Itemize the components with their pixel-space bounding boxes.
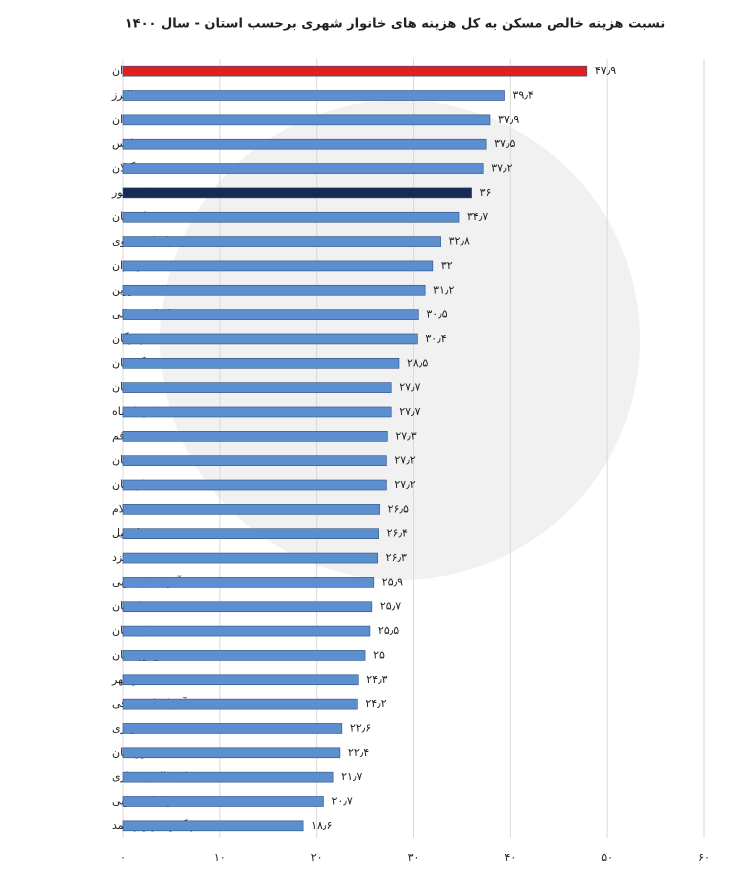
bar xyxy=(122,747,341,759)
bar xyxy=(122,601,373,613)
bar xyxy=(122,552,378,564)
bar xyxy=(122,479,387,491)
bar xyxy=(122,406,392,418)
bar xyxy=(122,625,371,637)
bar xyxy=(122,504,380,515)
x-tick-label: ۰ xyxy=(120,851,126,864)
bar xyxy=(122,236,441,247)
bar xyxy=(122,455,387,466)
chart-title: نسبت هزینه خالص مسکن به کل هزینه های خان… xyxy=(125,17,666,32)
x-tick-label: ۱۰ xyxy=(214,851,226,864)
value-label: ۳۴٫۷ xyxy=(467,210,488,223)
value-label: ۳۲ xyxy=(441,259,453,272)
bar xyxy=(122,650,366,661)
x-tick-label: ۲۰ xyxy=(311,851,323,864)
value-label: ۲۷٫۷ xyxy=(399,405,420,418)
bar xyxy=(122,674,359,686)
x-tick-label: ۶۰ xyxy=(698,851,710,864)
bar xyxy=(122,138,487,150)
bar xyxy=(122,260,434,272)
bar xyxy=(122,65,588,77)
bar xyxy=(122,163,484,174)
bar xyxy=(122,723,343,734)
value-label: ۲۵٫۹ xyxy=(382,575,403,588)
y-tick-label: قم xyxy=(112,429,125,442)
x-tick-label: ۴۰ xyxy=(504,851,516,864)
bar xyxy=(122,211,460,223)
bar xyxy=(122,284,426,296)
value-label: ۲۶٫۵ xyxy=(388,502,409,515)
value-label: ۲۵ xyxy=(373,648,385,661)
value-label: ۳۲٫۸ xyxy=(449,235,470,248)
bar xyxy=(122,528,379,540)
bar xyxy=(122,771,334,783)
bar xyxy=(122,382,392,393)
value-label: ۲۷٫۲ xyxy=(394,454,415,467)
y-tick-label: یزد xyxy=(112,551,126,564)
value-label: ۲۷٫۳ xyxy=(395,429,416,442)
bar xyxy=(122,114,491,126)
value-label: ۳۱٫۲ xyxy=(433,283,454,296)
value-label: ۲۲٫۶ xyxy=(350,721,371,734)
bar xyxy=(122,333,418,345)
bar xyxy=(122,90,505,101)
value-label: ۲۷٫۲ xyxy=(394,478,415,491)
value-label: ۳۶ xyxy=(480,186,492,199)
bar xyxy=(122,698,358,710)
value-label: ۳۰٫۴ xyxy=(425,332,446,345)
value-label: ۲۷٫۷ xyxy=(399,381,420,394)
x-tick-label: ۳۰ xyxy=(408,851,420,864)
value-label: ۳۰٫۵ xyxy=(426,308,447,321)
bar xyxy=(122,309,419,320)
bar xyxy=(122,357,400,369)
value-label: ۲۵٫۷ xyxy=(380,600,401,613)
bar xyxy=(122,577,375,588)
bar xyxy=(122,820,304,832)
value-label: ۲۸٫۵ xyxy=(407,356,428,369)
bar xyxy=(122,796,324,807)
value-label: ۲۲٫۴ xyxy=(348,746,369,759)
value-label: ۱۸٫۶ xyxy=(311,819,332,832)
value-label: ۳۷٫۲ xyxy=(491,162,512,175)
value-label: ۴۷٫۹ xyxy=(595,64,616,77)
x-tick-label: ۵۰ xyxy=(601,851,613,864)
value-label: ۲۰٫۷ xyxy=(331,794,352,807)
value-label: ۲۴٫۲ xyxy=(365,697,386,710)
value-label: ۲۴٫۳ xyxy=(366,673,387,686)
bar xyxy=(122,187,472,199)
value-label: ۲۶٫۳ xyxy=(386,551,407,564)
value-label: ۳۷٫۵ xyxy=(494,137,515,150)
value-label: ۳۹٫۴ xyxy=(513,89,534,102)
value-label: ۳۷٫۹ xyxy=(498,113,519,126)
bar xyxy=(122,431,388,442)
value-label: ۲۱٫۷ xyxy=(341,770,362,783)
value-label: ۲۶٫۴ xyxy=(387,527,408,540)
value-label: ۲۵٫۵ xyxy=(378,624,399,637)
